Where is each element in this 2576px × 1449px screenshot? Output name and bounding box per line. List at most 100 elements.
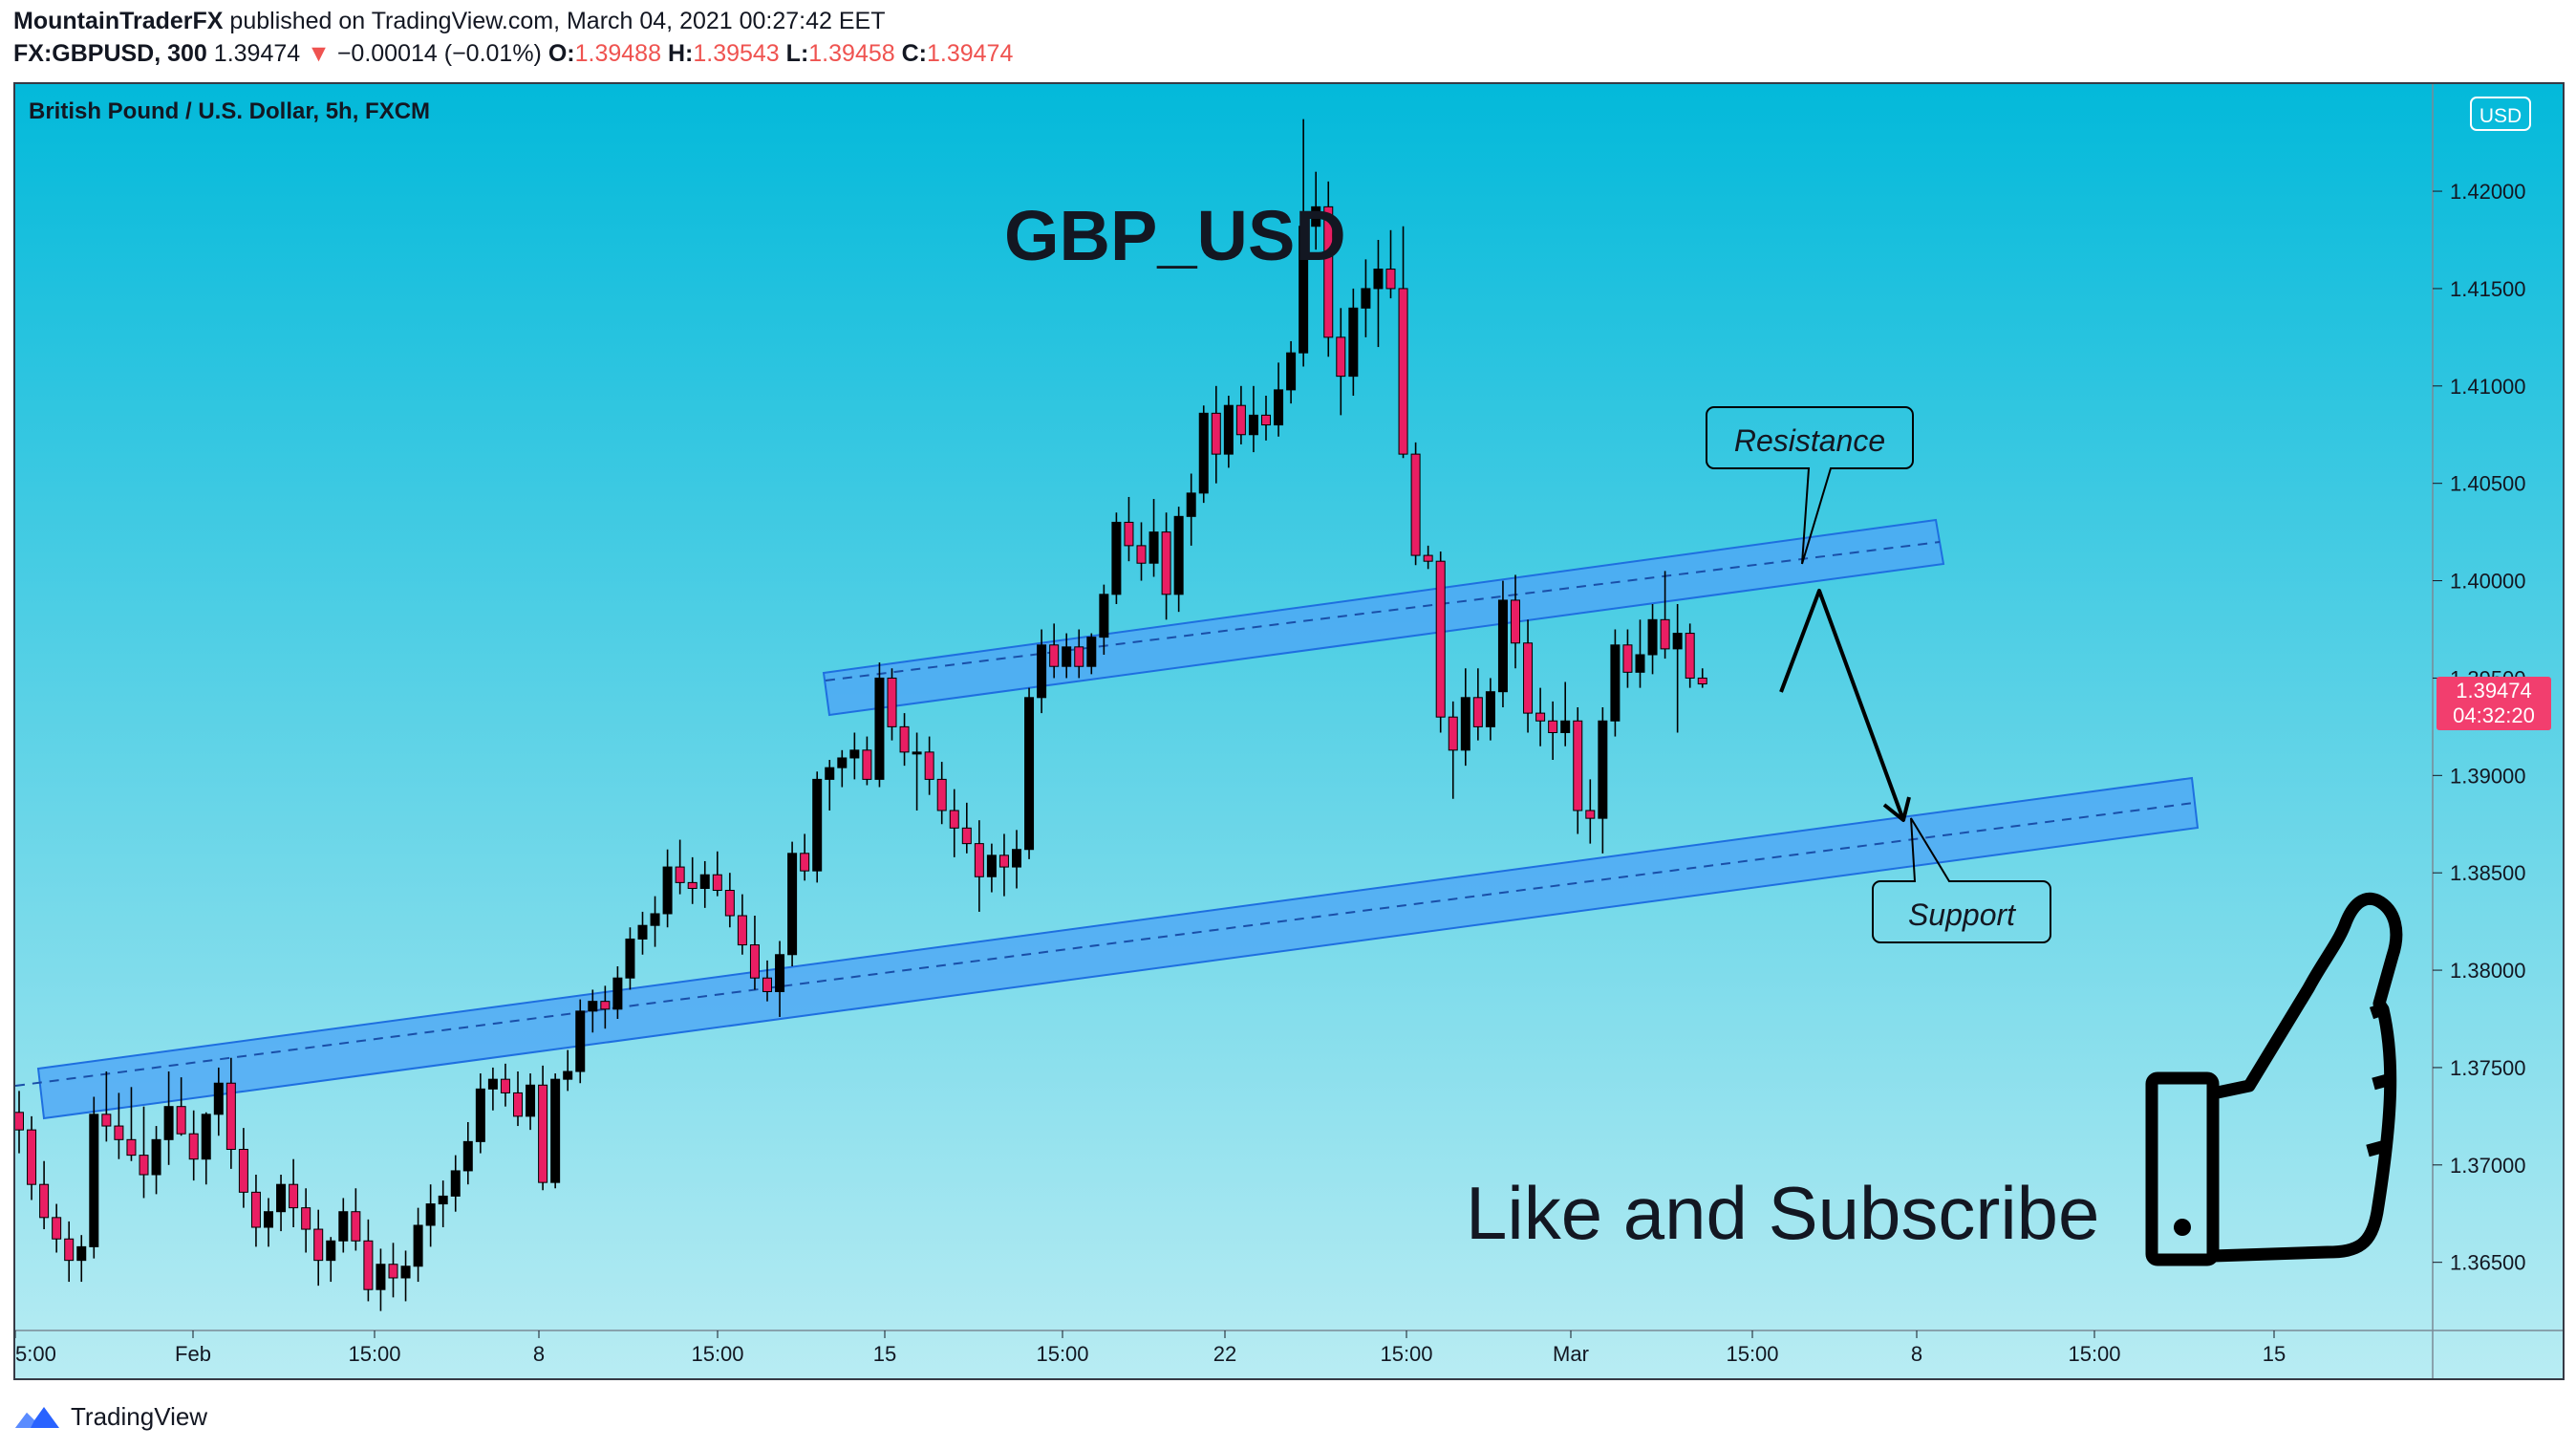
candle <box>1049 623 1060 679</box>
forecast-arrow-line <box>1779 589 1905 821</box>
time-tick-label: 15:00 <box>1036 1342 1088 1366</box>
candle <box>526 1073 536 1131</box>
candle <box>1336 308 1346 416</box>
candle <box>538 1065 548 1191</box>
candle <box>1523 619 1534 733</box>
symbol-label: FX:GBPUSD, 300 <box>13 40 207 67</box>
tradingview-logo-icon[interactable] <box>13 1401 61 1432</box>
candle <box>126 1087 137 1161</box>
candle <box>264 1198 273 1247</box>
candle <box>351 1188 361 1251</box>
candle <box>39 1160 50 1230</box>
candle <box>1560 681 1571 746</box>
candle <box>662 849 673 928</box>
candle <box>1235 385 1246 444</box>
candle <box>151 1126 161 1195</box>
candle <box>1299 119 1309 367</box>
candle <box>800 833 810 881</box>
candle <box>139 1106 149 1199</box>
candle <box>1173 507 1184 613</box>
candle <box>450 1155 461 1212</box>
candle <box>812 771 823 883</box>
candle <box>1198 405 1209 504</box>
chart-frame[interactable]: British Pound / U.S. Dollar, 5h, FXCM US… <box>13 82 2565 1380</box>
candle <box>1511 574 1520 669</box>
candle <box>1535 687 1546 746</box>
candle <box>775 941 785 1017</box>
open-value: 1.39488 <box>574 40 661 67</box>
high-label: H: <box>667 40 694 67</box>
candle <box>487 1067 498 1111</box>
candle <box>862 736 872 786</box>
candle <box>1622 629 1633 688</box>
candle <box>438 1180 448 1228</box>
price-change: −0.00014 (−0.01%) <box>336 40 542 67</box>
tradingview-brand[interactable]: TradingView <box>71 1401 208 1431</box>
open-label: O: <box>547 40 575 67</box>
candle <box>1286 340 1297 404</box>
candle <box>1361 259 1371 337</box>
candle <box>1373 240 1384 348</box>
time-tick-label: 8 <box>1911 1342 1922 1366</box>
candle <box>163 1071 174 1165</box>
time-tick-label: 5:00 <box>15 1342 56 1366</box>
candle <box>899 713 910 767</box>
candle <box>89 1096 99 1259</box>
low-value: 1.39458 <box>808 40 895 67</box>
candle <box>949 789 959 857</box>
candle <box>338 1198 349 1253</box>
resistance-channel[interactable] <box>822 518 1945 717</box>
candle <box>974 820 984 912</box>
candle <box>276 1175 287 1232</box>
publish-info: MountainTraderFX published on TradingVie… <box>13 8 886 35</box>
last-price: 1.39474 <box>213 40 301 67</box>
candle <box>313 1209 324 1287</box>
time-tick-label: 15:00 <box>348 1342 400 1366</box>
candle <box>1697 668 1707 688</box>
candle <box>500 1063 510 1107</box>
candle-layer <box>15 119 1707 1311</box>
low-label: L: <box>785 40 809 67</box>
bar-countdown: 04:32:20 <box>2453 703 2535 727</box>
resistance-channel-midline <box>825 541 1941 681</box>
support-channel-midline <box>15 802 2195 1087</box>
candle <box>250 1175 261 1247</box>
support-label: Support <box>1908 898 2016 932</box>
candle <box>650 896 660 947</box>
candle <box>1211 385 1221 484</box>
candle <box>924 736 934 795</box>
candle <box>575 999 586 1084</box>
candle <box>1148 498 1159 577</box>
candle <box>724 873 735 928</box>
candle <box>1124 496 1134 562</box>
time-tick-label: 22 <box>1213 1342 1236 1366</box>
chart-svg[interactable]: British Pound / U.S. Dollar, 5h, FXCM US… <box>15 84 2563 1378</box>
time-scale-labels: 5:00 Feb 15:00 8 15:00 15 15:00 22 15:00 Mar 15:00… <box>15 1330 2286 1366</box>
published-text: published on TradingView.com, March 04, … <box>229 8 886 34</box>
footer: TradingView <box>13 1397 207 1436</box>
candle <box>887 668 897 741</box>
candle <box>363 1219 374 1302</box>
currency-badge-box[interactable] <box>2470 97 2531 131</box>
candle <box>27 1115 37 1200</box>
candle <box>52 1203 62 1253</box>
price-tick-label: 1.41000 <box>2450 375 2526 399</box>
candle <box>1311 171 1321 250</box>
currency-badge[interactable]: USD <box>2479 105 2522 127</box>
author-name[interactable]: MountainTraderFX <box>13 8 224 34</box>
candle <box>475 1073 485 1154</box>
candle <box>513 1071 523 1127</box>
candle <box>1585 779 1596 844</box>
candle <box>600 985 611 1029</box>
candle <box>762 960 772 1002</box>
candle <box>1610 629 1621 737</box>
candle <box>413 1207 423 1283</box>
candle <box>1448 701 1458 799</box>
candle <box>1274 362 1284 437</box>
time-tick-label: 15 <box>873 1342 896 1366</box>
price-scale-background[interactable] <box>2433 84 2563 1378</box>
candle <box>400 1250 411 1302</box>
candle <box>425 1184 436 1247</box>
candle <box>1472 668 1483 741</box>
candle <box>76 1235 87 1283</box>
